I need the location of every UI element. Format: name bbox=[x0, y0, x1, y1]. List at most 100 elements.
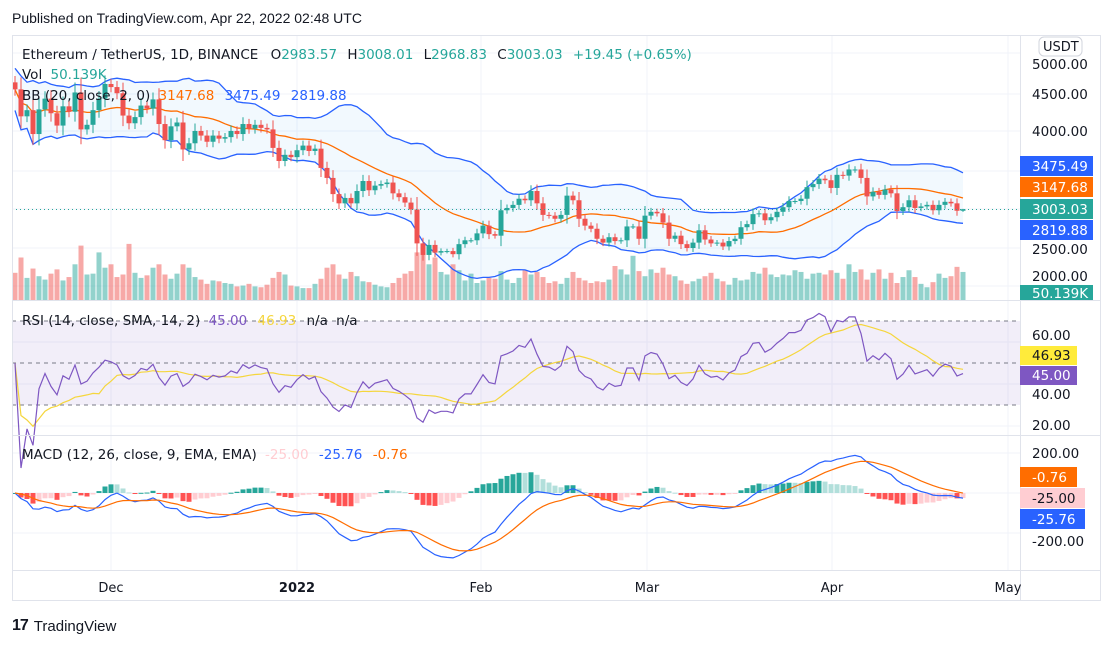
macd-histogram-bar bbox=[858, 488, 864, 493]
price-axis[interactable]: 5000.00 4500.00 4000.00 2500.00 2000.00 … bbox=[1032, 57, 1088, 550]
low-value: 2968.83 bbox=[431, 47, 487, 63]
candle-body bbox=[258, 124, 264, 128]
macd-histogram-bar bbox=[810, 481, 816, 493]
volume-bar bbox=[960, 271, 966, 300]
volume-bar bbox=[756, 273, 762, 300]
macd-histogram-bar bbox=[450, 493, 456, 502]
macd-histogram-bar bbox=[660, 487, 666, 493]
currency-button[interactable]: USDT bbox=[1038, 36, 1083, 57]
macd-histogram-bar bbox=[720, 493, 726, 496]
candle-body bbox=[546, 214, 552, 216]
volume-bar bbox=[528, 274, 534, 300]
candle-body bbox=[780, 207, 786, 212]
volume-bar bbox=[186, 267, 192, 300]
time-axis[interactable]: Dec 2022 Feb Mar Apr May bbox=[98, 581, 1021, 596]
volume-bar bbox=[624, 274, 630, 300]
volume-bar bbox=[912, 277, 918, 300]
macd-histogram-bar bbox=[264, 487, 270, 493]
candle-body bbox=[624, 226, 630, 241]
volume-bar bbox=[954, 266, 960, 300]
volume-bar bbox=[204, 283, 210, 300]
macd-histogram-bar bbox=[780, 483, 786, 493]
macd-histogram-bar bbox=[42, 493, 48, 499]
candle-body bbox=[540, 203, 546, 215]
macd-histogram-bar bbox=[786, 482, 792, 493]
volume-bar bbox=[768, 274, 774, 300]
macd-tick: -200.00 bbox=[1032, 534, 1084, 550]
candle-body bbox=[612, 237, 618, 242]
candle-body bbox=[606, 237, 612, 243]
macd-histogram-bar bbox=[546, 482, 552, 493]
volume-bar bbox=[816, 272, 822, 300]
macd-histogram-bar bbox=[552, 485, 558, 493]
candle-body bbox=[276, 147, 282, 161]
volume-bar bbox=[684, 283, 690, 300]
macd-histogram-bar bbox=[798, 483, 804, 493]
candle-body bbox=[150, 99, 156, 109]
macd-pane bbox=[12, 454, 966, 559]
candle-body bbox=[12, 82, 18, 90]
volume-bar bbox=[792, 270, 798, 300]
candle-body bbox=[36, 109, 42, 135]
macd-histogram-bar bbox=[60, 493, 66, 498]
footer-logo[interactable]: 17 TradingView bbox=[12, 617, 116, 635]
macd-histogram-bar bbox=[54, 493, 60, 500]
volume-bar bbox=[606, 279, 612, 300]
volume-bar bbox=[864, 279, 870, 300]
volume-bar bbox=[348, 271, 354, 300]
candle-body bbox=[528, 191, 534, 201]
volume-bar bbox=[708, 272, 714, 300]
brand-name: TradingView bbox=[33, 617, 117, 635]
candle-body bbox=[354, 191, 360, 204]
macd-histogram-bar bbox=[216, 493, 222, 496]
volume-bar bbox=[540, 277, 546, 300]
candles bbox=[12, 75, 966, 261]
macd-histogram-bar bbox=[630, 493, 636, 496]
volume-bar bbox=[486, 277, 492, 300]
candle-body bbox=[210, 135, 216, 142]
candle-body bbox=[324, 167, 330, 178]
volume-bar bbox=[30, 268, 36, 300]
macd-histogram-bar bbox=[936, 493, 942, 502]
candle-body bbox=[462, 240, 468, 245]
last-price-tag: 3003.03 bbox=[1032, 202, 1088, 218]
volume-bar bbox=[588, 283, 594, 300]
candle-body bbox=[486, 225, 492, 235]
candle-body bbox=[348, 197, 354, 204]
volume-bar bbox=[924, 287, 930, 300]
macd-histogram-bar bbox=[714, 493, 720, 495]
volume-bar bbox=[474, 283, 480, 300]
volume-bar bbox=[576, 277, 582, 300]
candle-body bbox=[522, 198, 528, 201]
candle-body bbox=[240, 124, 246, 135]
volume-bar bbox=[108, 264, 114, 300]
volume-bar bbox=[546, 283, 552, 300]
candle-body bbox=[168, 126, 174, 141]
volume-bar bbox=[12, 272, 18, 300]
macd-histogram-bar bbox=[864, 493, 870, 494]
candle-body bbox=[630, 226, 636, 228]
candle-body bbox=[846, 169, 852, 176]
candle-body bbox=[246, 124, 252, 129]
macd-histogram-bar bbox=[564, 485, 570, 493]
published-caption: Published on TradingView.com, Apr 22, 20… bbox=[12, 10, 362, 26]
volume-bar bbox=[18, 257, 24, 300]
macd-histogram-bar bbox=[762, 484, 768, 493]
candle-body bbox=[816, 178, 822, 185]
candle-body bbox=[444, 251, 450, 253]
volume-bar bbox=[714, 278, 720, 300]
macd-histogram-bar bbox=[582, 492, 588, 494]
volume-bar bbox=[324, 267, 330, 300]
macd-histogram-bar bbox=[642, 491, 648, 493]
candle-body bbox=[264, 127, 270, 130]
macd-histogram-bar bbox=[192, 493, 198, 500]
macd-histogram-bar bbox=[246, 488, 252, 493]
volume-bar bbox=[462, 280, 468, 300]
volume-bar bbox=[210, 280, 216, 300]
candle-body bbox=[696, 230, 702, 243]
macd-histogram-bar bbox=[432, 493, 438, 506]
macd-hist-tag: -25.00 bbox=[1032, 491, 1076, 507]
volume-bar bbox=[258, 287, 264, 300]
candle-body bbox=[936, 204, 942, 211]
